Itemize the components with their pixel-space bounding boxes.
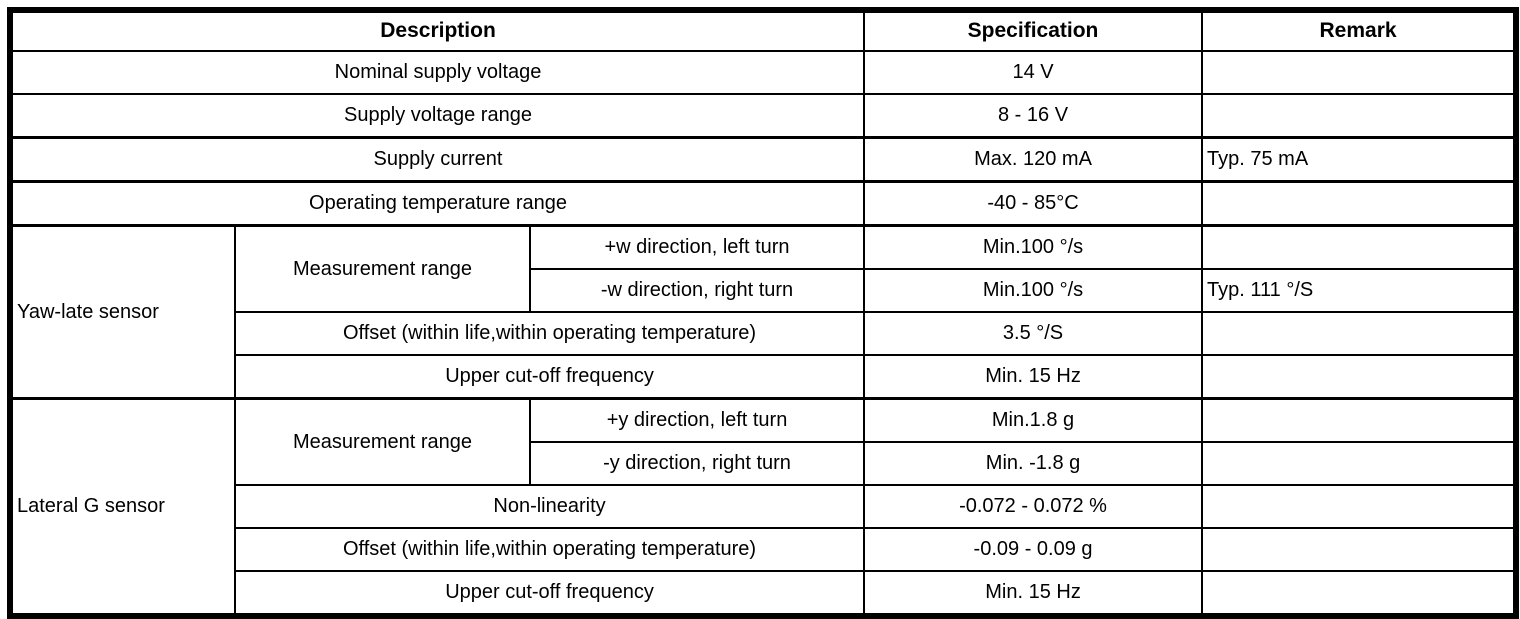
table-row-supply-current: Supply current Max. 120 mA Typ. 75 mA	[8, 136, 1518, 183]
sensor-specification-table: Description Specification Remark Nominal…	[7, 7, 1520, 619]
description-cell: Nominal supply voltage	[8, 50, 866, 95]
table-row-lateral-offset: Offset (within life,within operating tem…	[10, 527, 1518, 572]
remark-cell	[1201, 50, 1518, 95]
description-cell: Offset (within life,within operating tem…	[233, 311, 866, 356]
remark-cell	[1201, 441, 1518, 486]
specification-cell: Min. 15 Hz	[863, 354, 1204, 400]
specification-cell: Min.100 °/s	[863, 268, 1204, 313]
table-row-operating-temperature-range: Operating temperature range -40 - 85°C	[8, 180, 1518, 227]
description-cell: +y direction, left turn	[528, 397, 866, 443]
remark-cell: Typ. 75 mA	[1201, 136, 1518, 183]
table-row-yaw-minus-w-direction: -w direction, right turn Min.100 °/s Typ…	[10, 268, 1518, 313]
description-cell: Upper cut-off frequency	[233, 354, 866, 400]
description-cell: Offset (within life,within operating tem…	[233, 527, 866, 572]
table-row-lateral-upper-cutoff-frequency: Upper cut-off frequency Min. 15 Hz	[10, 570, 1518, 617]
description-cell: Supply current	[8, 136, 866, 183]
specification-cell: Min. 15 Hz	[863, 570, 1204, 617]
remark-cell	[1201, 354, 1518, 400]
specification-cell: 14 V	[863, 50, 1204, 95]
remark-cell	[1201, 570, 1518, 617]
lateral-sensor-name-cell: Lateral G sensor	[9, 397, 236, 617]
specification-cell: -0.09 - 0.09 g	[863, 527, 1204, 572]
remark-cell	[1201, 484, 1518, 529]
specification-cell: -40 - 85°C	[863, 180, 1204, 227]
table-row-yaw-offset: Offset (within life,within operating tem…	[10, 311, 1518, 356]
description-cell: Upper cut-off frequency	[233, 570, 866, 617]
table-row-nominal-supply-voltage: Nominal supply voltage 14 V	[8, 50, 1518, 95]
table-header-row: Description Specification Remark	[8, 9, 1518, 52]
specification-cell: Max. 120 mA	[863, 136, 1204, 183]
specification-cell: 8 - 16 V	[863, 93, 1204, 139]
description-cell: -y direction, right turn	[528, 441, 866, 486]
specification-cell: Min. -1.8 g	[863, 441, 1204, 486]
remark-cell	[1201, 180, 1518, 227]
document-page: Description Specification Remark Nominal…	[7, 7, 1520, 619]
remark-cell	[1201, 93, 1518, 139]
specification-cell: Min.1.8 g	[863, 397, 1204, 443]
lateral-measurement-range-cell: Measurement range	[234, 397, 531, 486]
table-row-yaw-upper-cutoff-frequency: Upper cut-off frequency Min. 15 Hz	[10, 354, 1518, 400]
column-header-description: Description	[8, 9, 866, 52]
specification-cell: Min.100 °/s	[863, 224, 1204, 270]
table-row-lateral-plus-y-direction: Lateral G sensor Measurement range +y di…	[9, 397, 1518, 617]
yaw-sensor-name-cell: Yaw-late sensor	[9, 224, 236, 400]
remark-cell	[1201, 311, 1518, 356]
remark-cell	[1201, 397, 1518, 443]
column-header-remark: Remark	[1201, 9, 1518, 52]
remark-cell	[1201, 527, 1518, 572]
remark-cell: Typ. 111 °/S	[1201, 268, 1518, 313]
column-header-specification: Specification	[863, 9, 1204, 52]
description-cell: -w direction, right turn	[528, 268, 866, 313]
yaw-measurement-range-cell: Measurement range	[234, 224, 531, 313]
remark-cell	[1201, 224, 1518, 270]
description-cell: Operating temperature range	[8, 180, 866, 227]
specification-cell: -0.072 - 0.072 %	[863, 484, 1204, 529]
table-row-supply-voltage-range: Supply voltage range 8 - 16 V	[8, 93, 1518, 139]
table-row-lateral-minus-y-direction: -y direction, right turn Min. -1.8 g	[10, 441, 1518, 486]
description-cell: Supply voltage range	[8, 93, 866, 139]
table-row-yaw-plus-w-direction: Yaw-late sensor Measurement range +w dir…	[9, 224, 1518, 400]
description-cell: Non-linearity	[233, 484, 866, 529]
specification-cell: 3.5 °/S	[863, 311, 1204, 356]
description-cell: +w direction, left turn	[528, 224, 866, 270]
table-row-lateral-non-linearity: Non-linearity -0.072 - 0.072 %	[10, 484, 1518, 529]
